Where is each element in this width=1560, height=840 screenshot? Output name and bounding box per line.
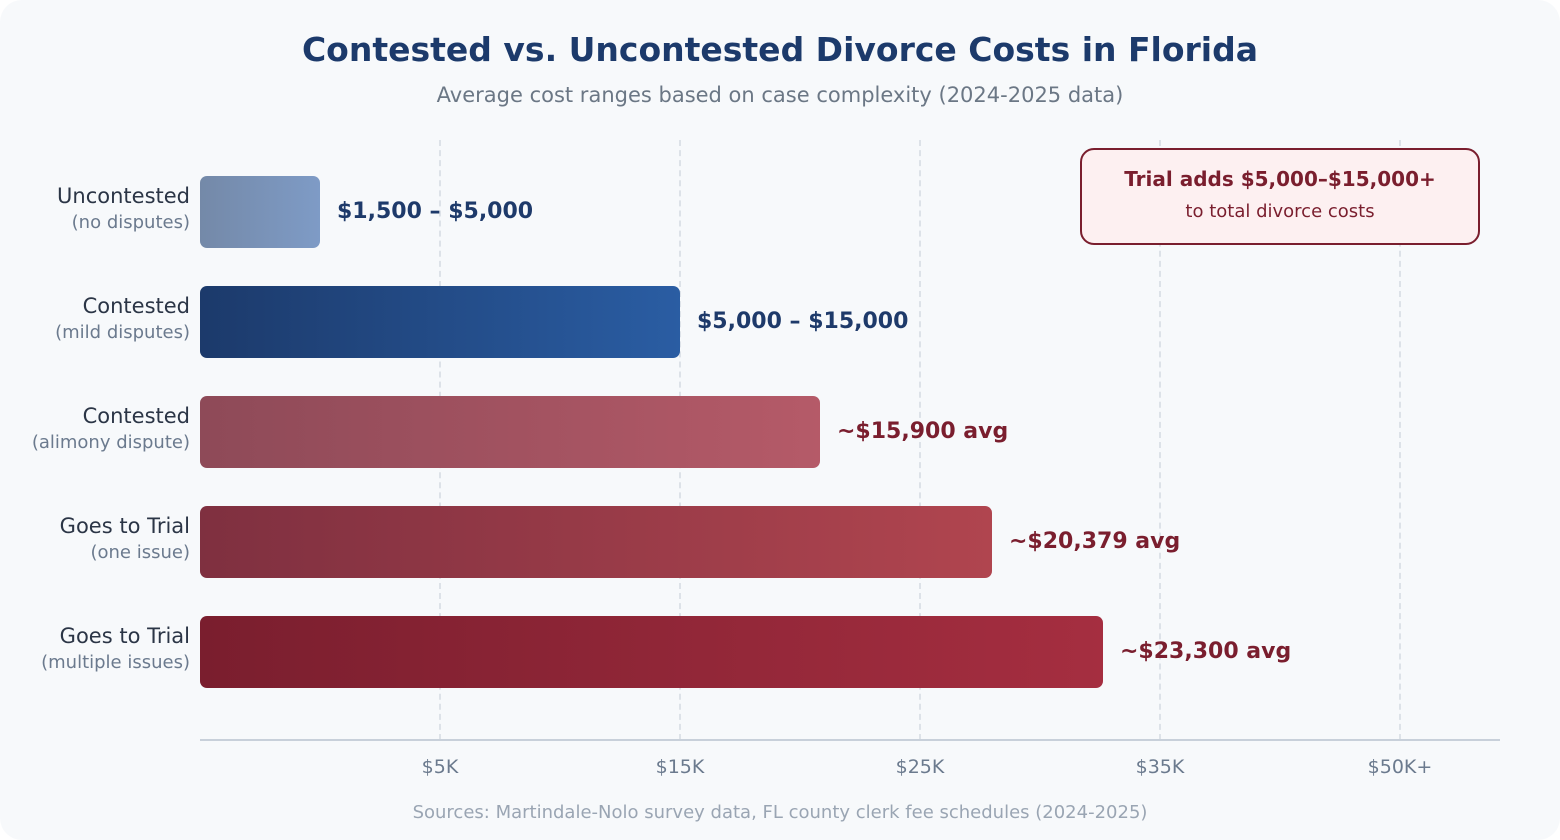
source-note: Sources: Martindale-Nolo survey data, FL… bbox=[412, 802, 1148, 823]
category-name: Uncontested bbox=[57, 184, 190, 208]
category-label: Uncontested (no disputes) bbox=[0, 182, 190, 236]
x-tick-label: $25K bbox=[895, 756, 945, 778]
bar bbox=[200, 176, 320, 248]
bar bbox=[200, 286, 680, 358]
category-label: Contested (mild disputes) bbox=[0, 292, 190, 346]
category-sublabel: (alimony dispute) bbox=[31, 432, 190, 453]
x-tick-label: $5K bbox=[421, 756, 459, 778]
x-tick-label: $35K bbox=[1135, 756, 1185, 778]
category-label: Goes to Trial (multiple issues) bbox=[0, 622, 190, 676]
x-tick-label: $15K bbox=[655, 756, 705, 778]
bar-value-label: ~$23,300 avg bbox=[1120, 639, 1292, 664]
trial-callout: Trial adds $5,000–$15,000+ to total divo… bbox=[1080, 148, 1480, 245]
callout-text: to total divorce costs bbox=[1185, 201, 1375, 222]
bar bbox=[200, 616, 1103, 688]
category-sublabel: (one issue) bbox=[90, 542, 190, 563]
x-tick-label: $50K+ bbox=[1367, 756, 1433, 778]
category-name: Goes to Trial bbox=[59, 514, 190, 538]
gridline bbox=[1159, 140, 1161, 740]
bar bbox=[200, 396, 820, 468]
bar bbox=[200, 506, 992, 578]
category-label: Contested (alimony dispute) bbox=[0, 402, 190, 456]
bar-value-label: $1,500 – $5,000 bbox=[337, 199, 534, 224]
category-name: Contested bbox=[82, 404, 190, 428]
bar-value-label: $5,000 – $15,000 bbox=[697, 309, 909, 334]
bar-value-label: ~$15,900 avg bbox=[837, 419, 1009, 444]
gridline bbox=[1399, 140, 1401, 740]
category-sublabel: (multiple issues) bbox=[41, 652, 190, 673]
category-sublabel: (mild disputes) bbox=[55, 322, 190, 343]
x-axis-line bbox=[200, 739, 1500, 741]
category-name: Goes to Trial bbox=[59, 624, 190, 648]
category-label: Goes to Trial (one issue) bbox=[0, 512, 190, 566]
chart-title: Contested vs. Uncontested Divorce Costs … bbox=[301, 30, 1259, 69]
callout-heading: Trial adds $5,000–$15,000+ bbox=[1124, 167, 1436, 191]
chart-subtitle: Average cost ranges based on case comple… bbox=[436, 83, 1124, 107]
category-name: Contested bbox=[82, 294, 190, 318]
category-sublabel: (no disputes) bbox=[71, 212, 190, 233]
gridline bbox=[919, 140, 921, 740]
bar-value-label: ~$20,379 avg bbox=[1009, 529, 1181, 554]
